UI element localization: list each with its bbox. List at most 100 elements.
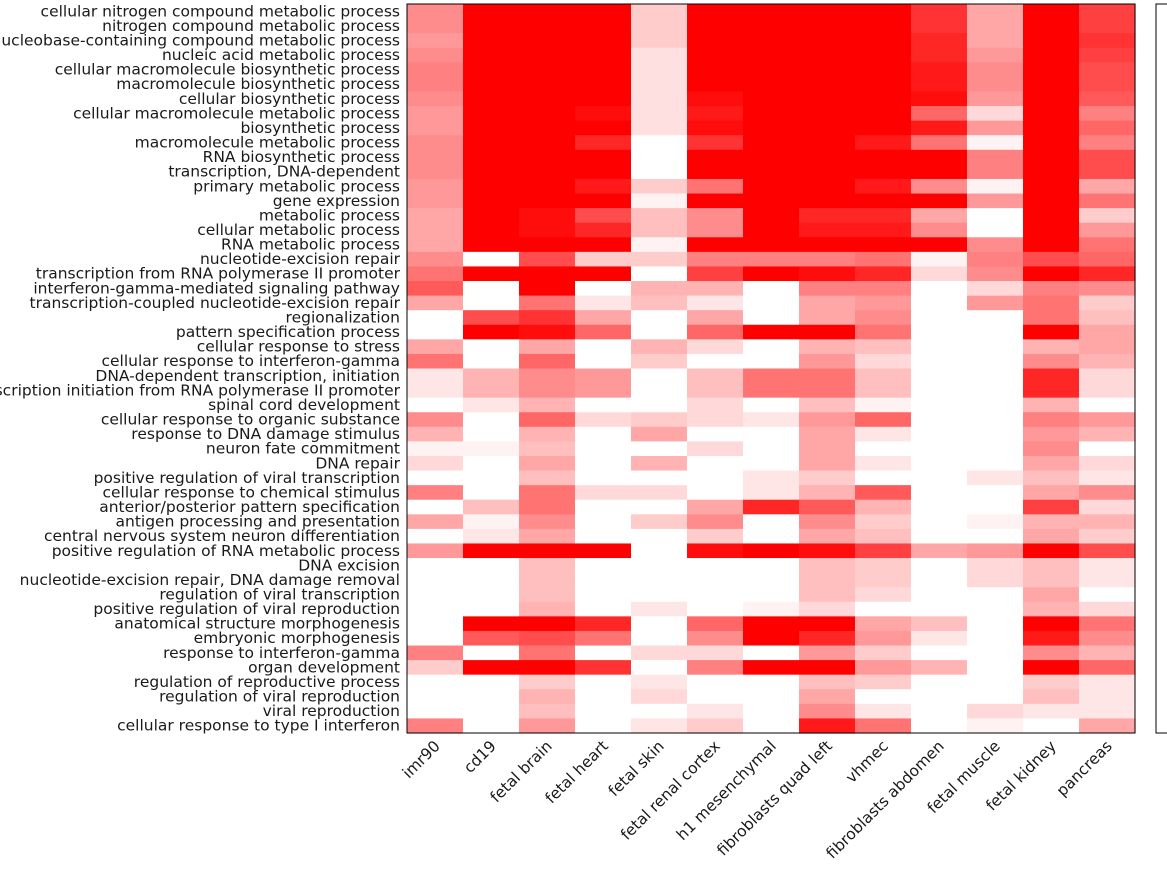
row-label: anterior/posterior pattern specification	[99, 498, 400, 516]
heatmap-cell	[855, 237, 912, 253]
heatmap-cell	[575, 18, 632, 34]
heatmap-cell	[911, 397, 968, 413]
heatmap-cell	[1023, 426, 1080, 442]
heatmap-cell	[631, 193, 688, 209]
heatmap-cell	[631, 33, 688, 49]
heatmap-cell	[799, 718, 856, 734]
heatmap-cell	[743, 208, 800, 224]
heatmap-cell	[1023, 674, 1080, 690]
heatmap-cell	[407, 397, 464, 413]
heatmap-cell	[855, 164, 912, 180]
heatmap-cell	[743, 91, 800, 107]
heatmap-cell	[855, 383, 912, 399]
heatmap-cell	[743, 587, 800, 603]
heatmap-cell	[911, 120, 968, 136]
heatmap-cell	[743, 353, 800, 370]
heatmap-cell	[967, 383, 1024, 399]
heatmap-cell	[743, 543, 800, 559]
heatmap-cell	[967, 251, 1024, 268]
heatmap-cell	[463, 587, 520, 603]
heatmap-cell	[967, 558, 1024, 574]
heatmap-cell	[743, 660, 800, 676]
heatmap-cell	[1023, 718, 1080, 734]
heatmap-cell	[1023, 630, 1080, 647]
heatmap-cell	[799, 120, 856, 136]
heatmap-cell	[967, 397, 1024, 413]
heatmap-cell	[687, 281, 744, 297]
heatmap-cell	[575, 135, 632, 151]
column-label: fibroblasts quad left	[714, 737, 836, 859]
heatmap-cell	[855, 135, 912, 151]
heatmap-cell	[1079, 499, 1136, 515]
heatmap-cell	[687, 266, 744, 282]
heatmap-cell	[687, 455, 744, 472]
row-label: response to DNA damage stimulus	[131, 425, 400, 443]
heatmap-cell	[967, 120, 1024, 136]
heatmap-cell	[967, 106, 1024, 122]
heatmap-cell	[687, 441, 744, 457]
heatmap-cell	[631, 106, 688, 122]
heatmap-cell	[1079, 412, 1136, 428]
heatmap-cell	[407, 455, 464, 472]
row-label: macromolecule biosynthetic process	[116, 75, 400, 93]
heatmap-cell	[519, 455, 576, 472]
heatmap-cell	[407, 587, 464, 603]
heatmap-cell	[631, 149, 688, 165]
heatmap-cell	[687, 485, 744, 501]
heatmap-cell	[687, 310, 744, 326]
heatmap-cell	[911, 587, 968, 603]
heatmap-cell	[631, 266, 688, 282]
heatmap-cell	[799, 616, 856, 632]
heatmap-cell	[1023, 397, 1080, 413]
heatmap-cell	[855, 76, 912, 93]
heatmap-cell	[799, 310, 856, 326]
heatmap-cell	[1079, 295, 1136, 311]
heatmap-cell	[1023, 558, 1080, 574]
row-label: nucleotide-excision repair	[200, 250, 401, 268]
heatmap-cell	[967, 645, 1024, 661]
heatmap-cell	[687, 572, 744, 588]
heatmap-cell	[1023, 120, 1080, 136]
heatmap-cell	[575, 310, 632, 326]
heatmap-cell	[799, 528, 856, 545]
heatmap-cell	[519, 441, 576, 457]
heatmap-cell	[855, 33, 912, 49]
heatmap-cell	[911, 616, 968, 632]
heatmap-cell	[855, 47, 912, 63]
heatmap-cell	[1023, 135, 1080, 151]
heatmap-cell	[743, 149, 800, 165]
heatmap-cell	[407, 383, 464, 399]
heatmap-cell	[687, 397, 744, 413]
heatmap-cell	[687, 76, 744, 93]
heatmap-cell	[799, 76, 856, 93]
heatmap-cell	[631, 324, 688, 340]
heatmap-cell	[855, 485, 912, 501]
heatmap-cell	[1023, 62, 1080, 78]
heatmap-cell	[855, 397, 912, 413]
heatmap-cell	[519, 193, 576, 209]
heatmap-cell	[519, 62, 576, 78]
heatmap-cell	[631, 441, 688, 457]
heatmap-cell	[687, 412, 744, 428]
heatmap-cell	[463, 470, 520, 486]
heatmap-cell	[687, 383, 744, 399]
row-label: macromolecule metabolic process	[135, 134, 400, 152]
heatmap-cell	[575, 295, 632, 311]
heatmap-cell	[575, 281, 632, 297]
heatmap-cell	[1079, 222, 1136, 238]
heatmap-cell	[575, 91, 632, 107]
heatmap-cell	[687, 164, 744, 180]
heatmap-cell	[631, 76, 688, 93]
heatmap-cell	[799, 558, 856, 574]
heatmap-cell	[855, 120, 912, 136]
heatmap-cell	[687, 703, 744, 720]
heatmap-cell	[1023, 295, 1080, 311]
heatmap-cell	[911, 514, 968, 530]
heatmap-cell	[743, 368, 800, 384]
heatmap-cell	[463, 324, 520, 340]
heatmap-cell	[799, 135, 856, 151]
heatmap-cell	[463, 76, 520, 93]
heatmap-cell	[967, 528, 1024, 545]
heatmap-cell	[911, 208, 968, 224]
heatmap-cell	[967, 281, 1024, 297]
